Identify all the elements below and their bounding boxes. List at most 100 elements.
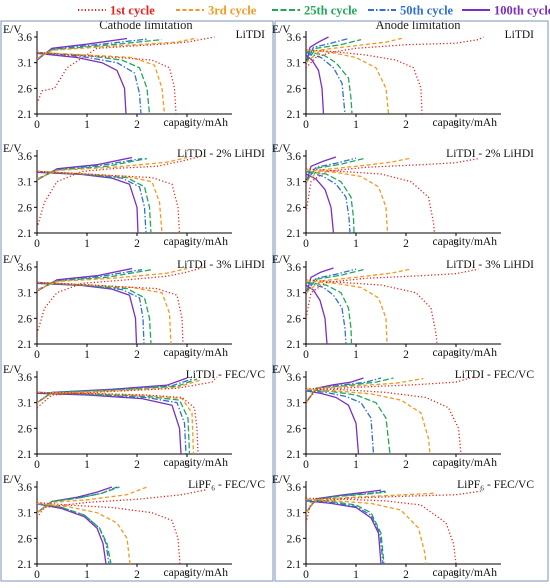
x-tick-label: 3: [184, 238, 190, 250]
series-50th-cycle-charge: [306, 37, 349, 63]
series-100th-cycle-discharge: [37, 282, 138, 345]
series-50th-cycle-discharge: [37, 391, 187, 455]
series-25th-cycle-charge: [306, 38, 362, 64]
x-axis-label: capacity/mAh: [163, 236, 228, 248]
series-group: [306, 489, 482, 565]
x-tick-label: 3: [184, 569, 190, 581]
x-tick-label: 3: [453, 238, 459, 250]
series-100th-cycle-charge: [37, 37, 128, 61]
series-50th-cycle-discharge: [37, 51, 142, 115]
y-axis-label: E/V: [3, 474, 22, 486]
panel-anode-4: 3.6 3.1 2.6 2.10 1 2 3 E/V capacity/mAh LiTDI - F…: [272, 364, 534, 471]
series-100th-cycle-discharge: [37, 171, 139, 234]
x-tick-label: 2: [134, 459, 140, 471]
y-tick-label: 2.6: [18, 423, 33, 435]
series-1st-cycle-charge: [37, 266, 205, 334]
series-3rd-cycle-discharge: [306, 388, 431, 455]
y-axis-label: E/V: [272, 24, 291, 36]
y-tick-label: 3.1: [287, 288, 302, 300]
y-tick-label: 3.6: [287, 372, 302, 384]
y-tick-label: 3.6: [18, 151, 33, 163]
series-1st-cycle-charge: [37, 155, 203, 229]
series-3rd-cycle-charge: [306, 37, 404, 64]
series-25th-cycle-charge: [37, 378, 198, 404]
y-tick-label: 2.6: [18, 202, 33, 214]
x-tick-label: 2: [403, 459, 409, 471]
x-tick-label: 2: [403, 349, 409, 361]
y-tick-label: 2.1: [287, 109, 302, 121]
series-25th-cycle-charge: [37, 268, 153, 291]
series-25th-cycle-discharge: [37, 391, 191, 455]
x-tick-label: 3: [184, 459, 190, 471]
y-axis-label: E/V: [272, 474, 291, 486]
panel-anode-2: 3.6 3.1 2.6 2.10 1 2 3 E/V capacity/mAh LiTDI - 2…: [272, 143, 534, 250]
y-tick-label: 3.6: [18, 32, 33, 44]
series-100th-cycle-discharge: [306, 500, 382, 565]
series-50th-cycle-discharge: [306, 389, 375, 455]
y-tick-label: 2.1: [287, 449, 302, 461]
series-1st-cycle-discharge: [306, 279, 438, 345]
x-tick-label: 1: [84, 119, 90, 131]
series-group: [37, 36, 215, 115]
series-100th-cycle-discharge: [37, 52, 127, 115]
series-100th-cycle-discharge: [306, 54, 325, 115]
legend-label: 100th cycle: [494, 4, 550, 18]
column-header-cathode: Cathode limitation: [99, 18, 193, 32]
panel-title: LiTDI - 3% LiHDI: [446, 259, 534, 271]
series-50th-cycle-discharge: [306, 51, 346, 115]
x-axis-label: capacity/mAh: [432, 457, 497, 469]
series-3rd-cycle-charge: [37, 156, 188, 180]
x-tick-label: 0: [303, 349, 309, 361]
panel-title: LiTDI - FEC/VC: [186, 369, 266, 381]
x-tick-label: 2: [134, 238, 140, 250]
series-group: [37, 155, 203, 234]
x-tick-label: 2: [134, 569, 140, 581]
series-25th-cycle-charge: [306, 157, 364, 183]
y-tick-label: 3.1: [287, 177, 302, 189]
series-25th-cycle-discharge: [306, 281, 353, 345]
x-tick-label: 2: [403, 569, 409, 581]
series-1st-cycle-discharge: [306, 497, 457, 565]
series-25th-cycle-discharge: [306, 170, 355, 234]
y-tick-label: 3.1: [287, 508, 302, 520]
panel-title: LiTDI - FEC/VC: [455, 369, 535, 381]
series-100th-cycle-discharge: [37, 392, 182, 455]
column-header-anode: Anode limitation: [375, 18, 461, 32]
y-axis-label: E/V: [3, 254, 22, 266]
x-tick-label: 3: [184, 119, 190, 131]
series-25th-cycle-charge: [306, 491, 387, 514]
x-axis-label: capacity/mAh: [432, 117, 497, 129]
x-axis-label: capacity/mAh: [163, 567, 228, 579]
x-axis-label: capacity/mAh: [432, 236, 497, 248]
series-100th-cycle-charge: [37, 486, 113, 514]
series-3rd-cycle-charge: [306, 157, 412, 183]
panel-title: LiTDI: [236, 29, 266, 41]
x-axis-label: capacity/mAh: [163, 347, 228, 359]
series-100th-cycle-discharge: [306, 173, 335, 234]
series-1st-cycle-charge: [306, 157, 479, 213]
series-50th-cycle-discharge: [306, 170, 351, 234]
y-tick-label: 3.1: [18, 508, 33, 520]
column-frame-cathode: [0, 20, 274, 582]
y-tick-label: 3.1: [18, 398, 33, 410]
panel-title: LiTDI - 2% LiHDI: [177, 148, 265, 160]
series-1st-cycle-discharge: [37, 170, 181, 234]
series-3rd-cycle-discharge: [306, 498, 427, 565]
x-tick-label: 0: [303, 119, 309, 131]
x-axis-label: capacity/mAh: [432, 567, 497, 579]
y-tick-label: 2.6: [287, 202, 302, 214]
series-1st-cycle-discharge: [37, 501, 181, 565]
panel-cathode-2: 3.6 3.1 2.6 2.10 1 2 3 E/V capacity/mAh LiTDI - 2…: [3, 143, 265, 250]
y-tick-label: 3.1: [287, 58, 302, 70]
x-tick-label: 1: [353, 569, 359, 581]
panel-cathode-4: 3.6 3.1 2.6 2.10 1 2 3 E/V capacity/mAh LiTDI - F…: [3, 364, 265, 471]
series-1st-cycle-discharge: [37, 281, 184, 345]
y-axis-label: E/V: [272, 143, 291, 155]
y-tick-label: 2.6: [287, 423, 302, 435]
x-tick-label: 3: [453, 119, 459, 131]
y-tick-label: 3.1: [18, 288, 33, 300]
y-axis-label: E/V: [3, 364, 22, 376]
x-tick-label: 0: [303, 569, 309, 581]
legend-label: 1st cycle: [110, 4, 155, 18]
